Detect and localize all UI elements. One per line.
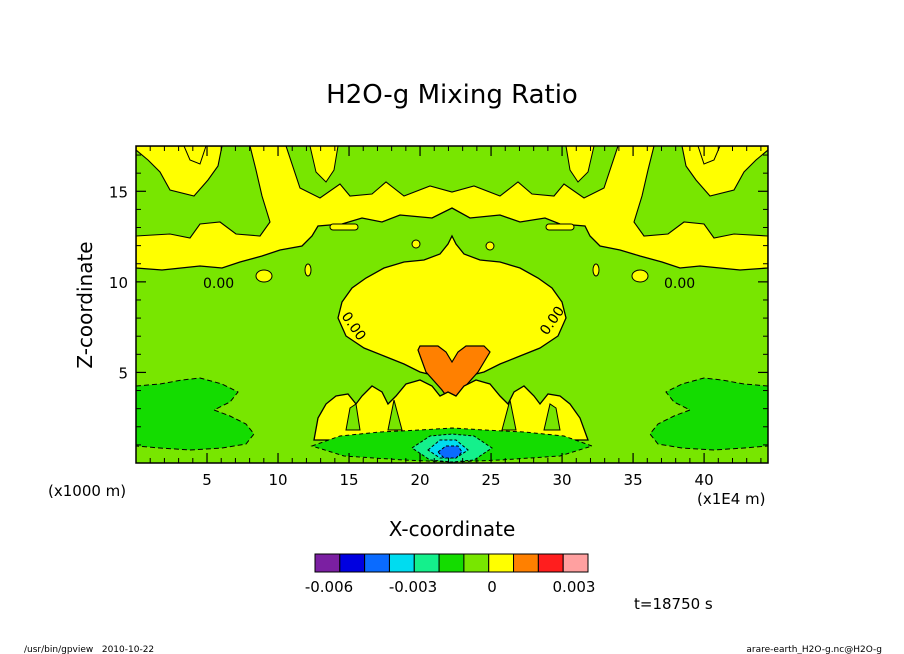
colorbar-swatch [438,553,465,573]
colorbar-swatch [314,553,341,573]
lower-cells-region [313,379,589,441]
y-tick-label: 5 [118,364,128,382]
surface-blue [437,445,463,459]
colorbar-swatch [537,553,564,573]
x-unit-label: (x1E4 m) [697,490,766,508]
colorbar-tick-label: -0.003 [389,578,437,596]
y-axis-label: Z-coordinate [73,241,97,368]
x-axis: 5 10 15 20 25 30 35 40 [149,146,762,489]
colorbar-tick-label: -0.006 [305,578,353,596]
surface-green-right [649,377,768,451]
small-cell [255,269,273,283]
top-lobe [565,146,595,183]
lower-cells-gap [543,403,561,431]
band-hole-center [285,146,619,199]
contour-label: 0.00 [664,276,695,292]
colorbar-swatch [562,553,589,573]
x-tick-label: 25 [482,471,501,489]
plot-frame [135,145,769,464]
small-cell [545,223,575,231]
colorbar-tick-label: 0 [487,578,497,596]
small-cell [329,223,359,231]
footer-left: /usr/bin/gpview 2010-10-22 [24,645,154,654]
small-cell [304,263,312,277]
band-hole-right [633,146,768,239]
y-unit-label: (x1000 m) [48,482,126,500]
lower-cells-gap [501,399,517,431]
small-cell [592,263,600,277]
colorbar-swatch [413,553,440,573]
colorbar-swatch [463,553,490,573]
small-cell [631,269,649,283]
contour-field [136,146,768,463]
x-tick-label: 10 [268,471,287,489]
colorbar-swatch [364,553,390,573]
x-tick-label: 30 [553,471,572,489]
lower-cells-gap [345,403,361,431]
surface-green-left [136,377,255,451]
y-tick-label: 15 [109,183,128,201]
contour-label: 0.00 [203,276,234,292]
chart-title: H2O-g Mixing Ratio [326,80,578,110]
footer-right: arare-earth_H2O-g.nc@H2O-g [746,645,882,654]
colorbar-swatch [488,553,515,573]
x-axis-label: X-coordinate [389,517,516,541]
upper-band-region [136,146,768,271]
x-tick-label: 40 [695,471,714,489]
x-tick-label: 20 [410,471,429,489]
small-cell [485,241,495,251]
top-lobe [183,146,207,165]
colorbar-swatch [513,553,539,573]
colorbar-tick-label: 0.003 [553,578,596,596]
x-tick-label: 15 [339,471,358,489]
x-tick-label: 35 [624,471,643,489]
band-hole-left [136,146,271,239]
y-axis: 5 10 15 [109,154,768,446]
lower-cells-gap [387,399,403,431]
y-tick-label: 10 [109,274,128,292]
colorbar-swatch [339,553,366,573]
time-label: t=18750 s [634,595,713,613]
colorbar: -0.006 -0.003 0 0.003 [305,553,596,596]
top-lobe [309,146,339,183]
colorbar-swatch [388,553,415,573]
x-tick-label: 5 [202,471,212,489]
small-cell [411,239,421,249]
